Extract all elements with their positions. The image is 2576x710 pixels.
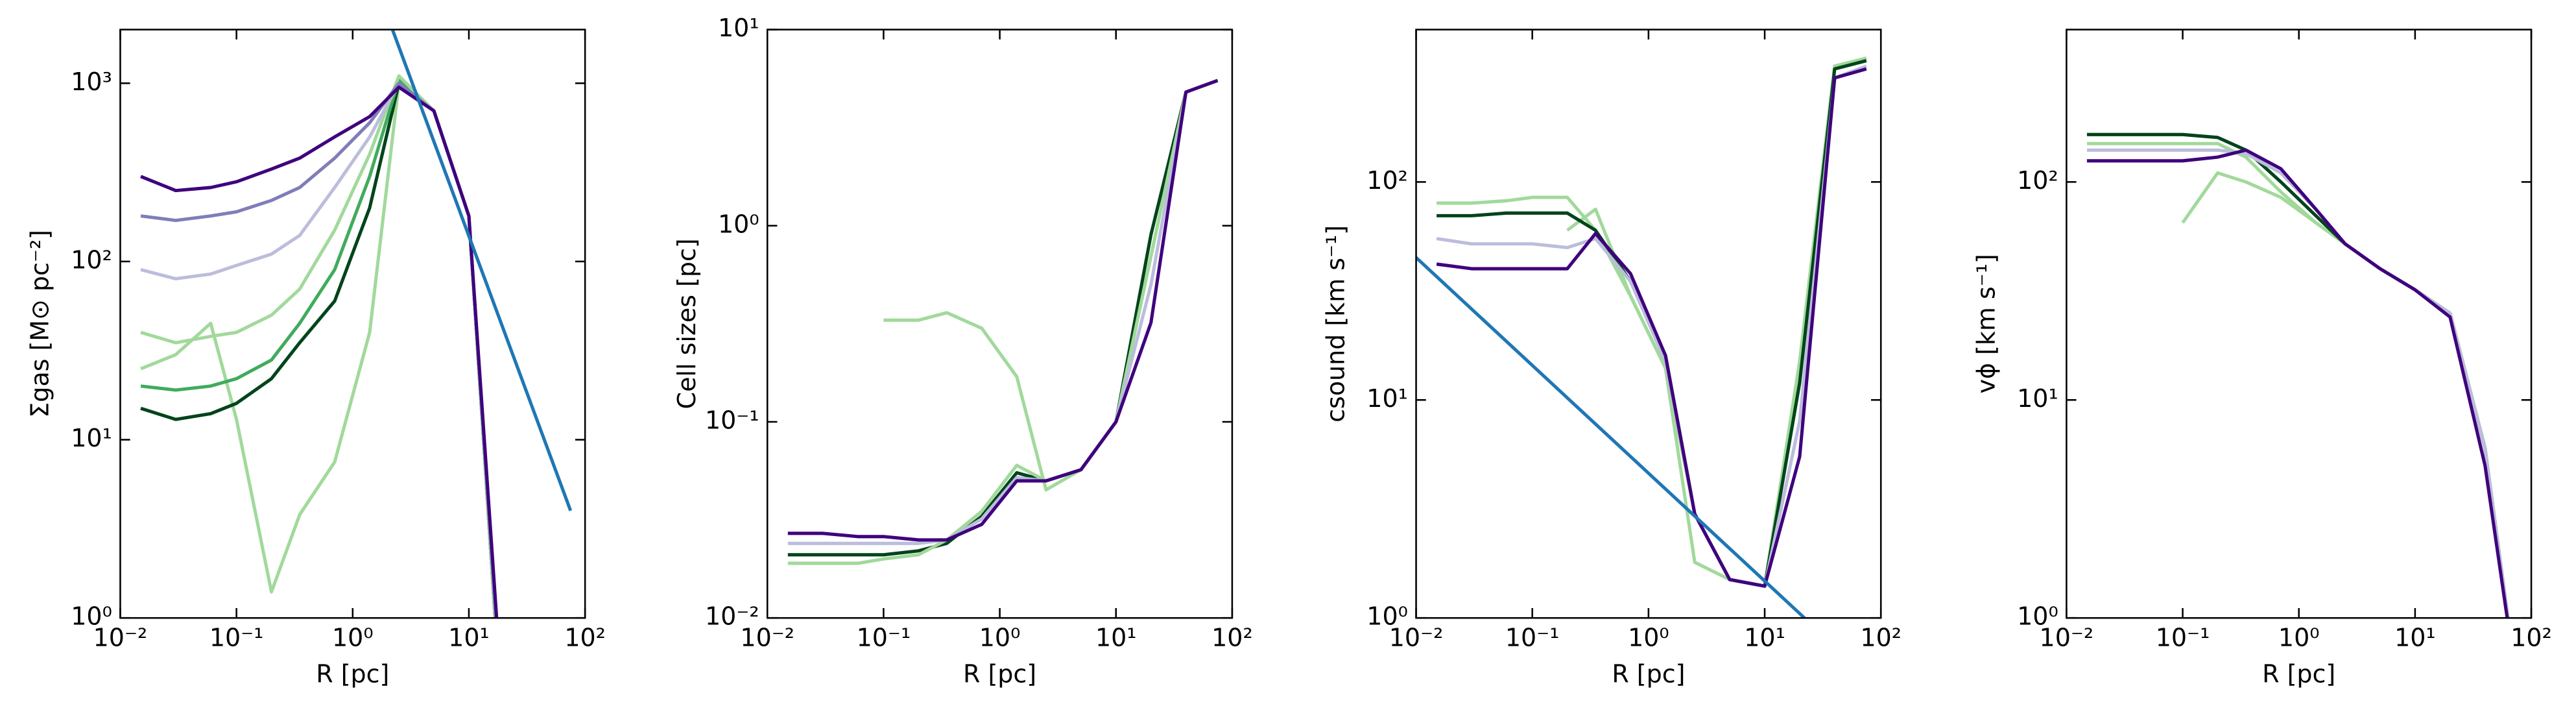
panel: 10⁻² 10⁻¹ 10⁰ 10¹ 10² 10⁰ 10¹ 10² R [pc] csound [… <box>1321 29 1902 688</box>
y-tick-label: 10² <box>2017 166 2058 195</box>
panel: 10⁻² 10⁻¹ 10⁰ 10¹ 10² 10⁰ 10¹ 10² R [pc] vϕ [km s… <box>1972 29 2552 688</box>
y-tick-label: 10¹ <box>2017 384 2058 413</box>
y-tick-label: 10¹ <box>718 14 759 42</box>
x-tick-label: 10⁰ <box>979 624 1021 652</box>
x-tick-label: 10⁻¹ <box>209 624 264 652</box>
y-tick-label: 10² <box>1366 166 1408 195</box>
y-tick-label: 10⁰ <box>2017 602 2058 631</box>
y-tick-label: 10⁰ <box>1366 602 1408 631</box>
y-tick-label: 10⁻² <box>705 602 759 631</box>
y-axis-label: vϕ [km s⁻¹] <box>1972 254 2000 393</box>
series-line <box>787 79 1219 545</box>
x-tick-label: 10² <box>1211 624 1253 652</box>
x-tick-label: 10⁻² <box>1389 624 1444 652</box>
x-tick-label: 10¹ <box>448 624 490 652</box>
series-line <box>1416 256 1806 618</box>
series-line <box>390 29 573 511</box>
axes-frame <box>119 29 586 619</box>
y-axis-label: Cell sizes [pc] <box>673 238 701 409</box>
y-axis-label: csound [km s⁻¹] <box>1321 225 1350 422</box>
series-line <box>787 79 1219 557</box>
x-tick-label: 10⁻² <box>740 624 794 652</box>
x-tick-label: 10² <box>564 624 606 652</box>
axes-frame <box>766 29 1234 619</box>
series-line <box>140 85 499 618</box>
x-axis-label: R [pc] <box>316 659 389 688</box>
x-tick-label: 10¹ <box>1095 624 1137 652</box>
x-axis-label: R [pc] <box>963 659 1036 688</box>
x-tick-label: 10⁻¹ <box>1505 624 1560 652</box>
series-line <box>2086 148 2510 618</box>
series-line <box>2086 148 2509 618</box>
panel: 10⁻² 10⁻¹ 10⁰ 10¹ 10² 10⁰ 10¹ 10² 10³ R [pc] Σgas … <box>25 29 606 688</box>
y-axis-label: Σgas [M⊙ pc⁻²] <box>25 230 54 418</box>
axes-frame <box>2066 29 2533 619</box>
series-line <box>883 79 1219 492</box>
series-line <box>1437 56 1867 588</box>
series-line <box>1436 67 1867 588</box>
panel: 10⁻² 10⁻¹ 10⁰ 10¹ 10² 10⁻² 10⁻¹ 10⁰ 10¹ R [pc] Cel… <box>673 14 1253 688</box>
series-line <box>2086 141 2510 618</box>
x-tick-label: 10¹ <box>1744 624 1785 652</box>
x-tick-label: 10⁰ <box>1628 624 1669 652</box>
y-tick-label: 10³ <box>71 67 112 96</box>
series-line <box>140 74 497 618</box>
x-tick-label: 10² <box>1860 624 1902 652</box>
x-axis-label: R [pc] <box>2262 659 2335 688</box>
series-line <box>1436 64 1867 588</box>
y-tick-label: 10¹ <box>71 424 112 452</box>
x-axis-label: R [pc] <box>1612 659 1685 688</box>
x-tick-label: 10⁻² <box>93 624 148 652</box>
series-line <box>2086 132 2510 618</box>
x-tick-label: 10⁻¹ <box>857 624 911 652</box>
y-tick-label: 10¹ <box>1366 384 1408 413</box>
x-tick-label: 10⁰ <box>332 624 374 652</box>
x-tick-label: 10² <box>2510 624 2552 652</box>
x-tick-label: 10⁻² <box>2040 624 2094 652</box>
y-tick-label: 10⁻¹ <box>705 406 759 434</box>
y-tick-label: 10² <box>71 245 112 274</box>
x-tick-label: 10⁻¹ <box>2156 624 2210 652</box>
y-tick-label: 10⁰ <box>71 602 112 631</box>
x-tick-label: 10⁰ <box>2278 624 2320 652</box>
y-tick-label: 10⁰ <box>718 210 759 238</box>
series-line <box>2181 171 2510 618</box>
series-line <box>1566 56 1867 588</box>
series-line <box>787 79 1219 565</box>
x-tick-label: 10¹ <box>2394 624 2436 652</box>
series-line <box>787 79 1219 542</box>
